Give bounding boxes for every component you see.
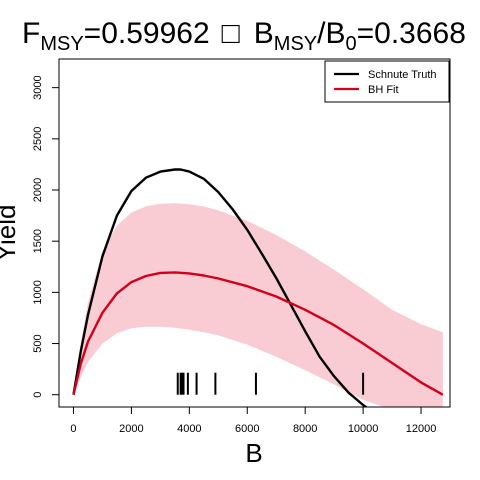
x-axis: 0 2000 4000 6000 8000 10000 12000 — [70, 406, 437, 435]
y-tick-label: 500 — [32, 334, 44, 352]
y-tick-label: 2500 — [32, 127, 44, 151]
legend-label-bh-fit: BH Fit — [368, 84, 399, 96]
rug-layer — [176, 372, 365, 395]
x-tick-label: 0 — [70, 423, 76, 435]
x-tick-label: 10000 — [348, 423, 379, 435]
x-tick-label: 6000 — [235, 423, 259, 435]
x-axis-title: B — [245, 438, 262, 468]
y-axis: 0 500 1000 1500 2000 2500 3000 — [32, 75, 60, 398]
x-tick-label: 2000 — [119, 423, 143, 435]
y-tick-label: 3000 — [32, 75, 44, 99]
x-tick-label: 8000 — [293, 423, 317, 435]
confidence-band — [73, 203, 443, 407]
x-tick-label: 4000 — [177, 423, 201, 435]
confidence-band-layer — [73, 203, 443, 407]
legend-label-schnute-truth: Schnute Truth — [368, 69, 437, 81]
legend-box — [324, 60, 450, 103]
series-layer — [72, 168, 444, 407]
chart-title: FMSY=0.59962 □ BMSY/B0=0.3668 — [22, 17, 466, 55]
y-tick-label: 1500 — [32, 229, 44, 253]
series-line-schnute-truth — [72, 168, 369, 407]
y-tick-label: 2000 — [32, 178, 44, 202]
series-line-bh-fit — [72, 271, 444, 396]
plot-area — [72, 168, 444, 407]
y-tick-label: 0 — [32, 392, 44, 398]
legend: Schnute Truth BH Fit — [324, 60, 450, 103]
x-tick-label: 12000 — [406, 423, 437, 435]
y-tick-label: 1000 — [32, 280, 44, 304]
y-axis-title: Yield — [0, 205, 21, 262]
